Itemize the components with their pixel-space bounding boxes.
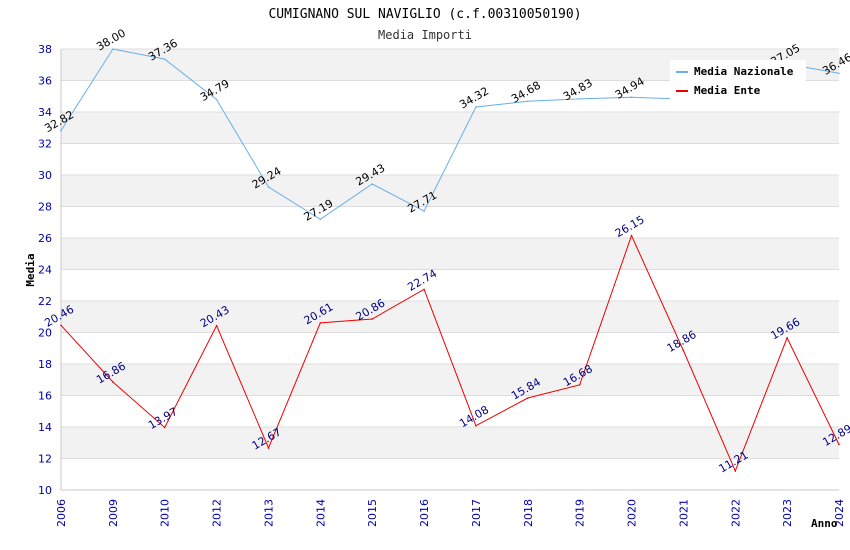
data-point [682,349,685,352]
y-tick-label: 20 [38,327,52,340]
legend-box [670,60,806,100]
data-point [163,58,166,60]
x-tick-label: 2024 [833,499,846,527]
y-tick-label: 24 [38,264,52,277]
grid-band [61,112,839,144]
x-tick-label: 2021 [677,499,690,527]
x-tick-label: 2017 [470,499,483,527]
data-point [630,234,633,237]
x-tick-label: 2015 [366,499,379,527]
data-point [267,447,270,449]
data-point [60,324,62,327]
x-tick-label: 2023 [781,499,794,527]
grid-bands [61,49,839,459]
x-tick-label: 2016 [418,499,431,527]
data-point [60,129,62,132]
y-tick-label: 38 [38,43,52,56]
grid-band [61,427,839,459]
y-tick-label: 10 [38,484,52,497]
data-point [423,288,425,291]
grid-band [61,175,839,207]
y-tick-label: 12 [38,453,52,466]
grid-band [61,238,839,270]
grid-band [61,364,839,396]
legend: Media Nazionale Media Ente [670,60,806,100]
data-label: 14.08 [457,403,491,430]
x-tick-label: 2013 [262,499,275,527]
data-point [838,443,840,446]
data-point [578,383,581,386]
data-point [838,72,840,75]
x-tick-label: 2020 [626,499,639,527]
x-tick-labels: 2006 2009 2010 2012 2013 2014 2015 2016 2017 2018… [55,499,846,527]
data-point [734,470,737,472]
data-point [112,48,114,50]
legend-label-ente: Media Ente [694,84,761,97]
data-point [215,324,218,327]
data-point [163,426,166,429]
data-point [527,100,529,103]
y-tick-labels: 10 12 14 16 18 20 22 24 26 28 30 32 34 36 38 [38,43,52,497]
series-line-ente [60,234,840,473]
data-point [475,106,477,108]
x-tick-label: 2022 [729,499,742,527]
data-point [475,424,477,427]
legend-label-nazionale: Media Nazionale [694,65,794,78]
x-tick-label: 2014 [314,499,327,527]
data-point [630,96,633,98]
data-label: 34.79 [198,77,232,104]
data-point [786,337,788,339]
x-tick-label: 2010 [159,499,172,527]
y-tick-label: 28 [38,201,52,214]
data-point [527,397,529,399]
chart-subtitle: Media Importi [378,28,472,42]
y-tick-label: 14 [38,421,52,434]
x-axis-label: Anno [811,517,838,530]
data-point [371,318,374,320]
y-tick-label: 26 [38,232,52,245]
x-tick-label: 2009 [107,499,120,527]
y-tick-label: 32 [38,138,52,151]
data-point [319,218,322,221]
data-point [267,186,270,188]
x-tick-label: 2018 [522,499,535,527]
grid-band [61,301,839,333]
data-point [319,322,322,324]
x-tick-label: 2012 [211,499,224,527]
gridlines [61,48,839,491]
y-tick-label: 22 [38,295,52,308]
y-tick-label: 34 [38,106,52,119]
x-tick-label: 2006 [55,499,68,527]
y-tick-label: 16 [38,390,52,403]
chart-title: CUMIGNANO SUL NAVIGLIO (c.f.00310050190) [268,7,581,22]
data-point [578,98,581,100]
data-label: 34.32 [457,84,491,111]
data-point [371,183,374,185]
axes [60,49,839,491]
data-label: 26.15 [613,213,647,240]
data-point [112,381,114,383]
y-axis-label: Media [24,253,37,286]
x-tick-label: 2019 [574,499,587,527]
data-point [215,98,218,101]
data-point [423,210,425,212]
y-tick-label: 18 [38,358,52,371]
y-tick-label: 30 [38,169,52,182]
y-tick-label: 36 [38,75,52,88]
